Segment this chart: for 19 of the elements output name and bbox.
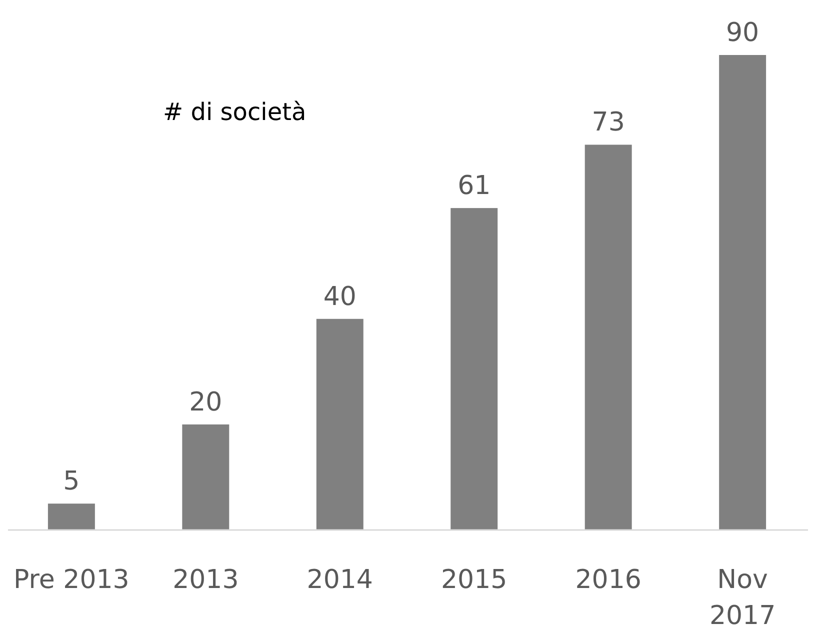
- bar: [48, 504, 95, 530]
- data-label: 5: [63, 466, 80, 497]
- data-label: 40: [323, 282, 356, 312]
- text: # di società: [163, 98, 306, 126]
- data-label: 20: [189, 387, 222, 418]
- data-label: 90: [726, 18, 760, 48]
- x-tick-label: 2015: [441, 565, 508, 595]
- x-tick-label: Pre 2013: [14, 565, 130, 595]
- x-tick-label: 2016: [575, 565, 642, 595]
- bar: [584, 144, 632, 530]
- data-label: 61: [458, 171, 491, 202]
- x-tick-label: 2014: [306, 565, 373, 595]
- x-tick-label: 2013: [172, 565, 239, 595]
- bar: [719, 55, 766, 530]
- bar: [450, 208, 498, 530]
- bar: [316, 318, 364, 530]
- bar: [182, 424, 230, 530]
- data-label: 73: [592, 108, 625, 138]
- x-tick-label: Nov 2017: [709, 565, 776, 631]
